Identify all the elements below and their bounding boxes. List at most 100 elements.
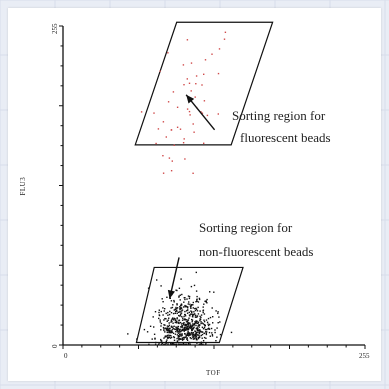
data-point-series-1: [162, 326, 165, 329]
data-point-series-1: [165, 318, 167, 320]
data-point-series-1: [170, 307, 172, 309]
data-point-series-1: [207, 323, 209, 325]
data-point-series-1: [197, 322, 199, 324]
data-point-series-1: [176, 331, 179, 333]
data-point-series-1: [188, 334, 191, 336]
data-point-series-1: [179, 299, 181, 301]
data-point-series-1: [188, 301, 190, 303]
data-point-series-1: [196, 322, 198, 325]
data-point-series-0: [192, 172, 194, 174]
data-point-series-1: [166, 327, 169, 329]
data-point-series-1: [166, 334, 168, 337]
data-point-series-1: [198, 329, 200, 331]
data-point-series-1: [192, 301, 194, 304]
data-point-series-1: [172, 317, 174, 319]
data-point-series-1: [209, 316, 212, 319]
data-point-series-1: [176, 340, 179, 342]
data-point-series-1: [175, 330, 177, 333]
data-point-series-0: [201, 84, 203, 86]
data-point-series-1: [171, 318, 173, 321]
data-point-series-1: [160, 329, 162, 331]
data-point-series-1: [210, 327, 213, 330]
data-point-series-1: [190, 328, 193, 331]
data-point-series-1: [168, 313, 171, 316]
data-point-series-1: [214, 329, 216, 331]
annotation-nonfluorescent-line2: non-fluorescent beads: [199, 244, 313, 259]
data-point-series-1: [173, 339, 176, 341]
data-point-series-1: [205, 331, 207, 333]
data-point-series-1: [194, 321, 196, 323]
data-point-series-1: [175, 306, 177, 309]
data-point-series-1: [178, 330, 180, 333]
data-point-series-1: [195, 337, 198, 339]
data-point-series-1: [195, 320, 197, 322]
data-point-series-1: [181, 328, 184, 330]
data-point-series-1: [181, 316, 183, 318]
data-point-series-1: [162, 301, 164, 303]
data-point-series-1: [188, 317, 190, 319]
data-point-series-1: [183, 326, 185, 329]
data-point-series-0: [176, 106, 179, 108]
data-point-series-1: [183, 327, 185, 329]
data-point-series-1: [183, 338, 185, 340]
data-point-series-1: [182, 317, 184, 319]
data-point-series-1: [190, 333, 192, 335]
data-point-series-1: [169, 334, 171, 337]
data-point-series-1: [196, 329, 199, 332]
data-point-series-1: [181, 310, 183, 312]
data-point-series-1: [192, 313, 195, 316]
data-point-series-1: [194, 337, 196, 339]
y-axis-label: FLU3: [19, 177, 27, 196]
data-point-series-1: [178, 314, 180, 317]
data-point-series-1: [189, 305, 192, 307]
data-point-series-1: [172, 312, 175, 315]
data-point-series-1: [190, 306, 192, 308]
data-point-series-1: [179, 328, 181, 330]
data-point-series-1: [211, 334, 214, 336]
data-point-series-1: [212, 322, 214, 324]
data-point-series-1: [193, 324, 195, 326]
data-point-series-1: [184, 304, 186, 307]
data-point-series-1: [217, 312, 219, 315]
data-point-series-1: [184, 318, 186, 320]
data-point-series-1: [188, 295, 191, 298]
data-point-series-1: [163, 329, 165, 332]
data-point-series-1: [195, 308, 198, 310]
data-point-series-1: [183, 301, 185, 303]
data-point-series-1: [206, 298, 208, 301]
data-point-series-1: [170, 319, 173, 322]
data-point-series-1: [176, 327, 179, 330]
data-point-series-1: [198, 326, 200, 328]
data-point-series-0: [190, 90, 192, 92]
data-point-series-1: [179, 308, 181, 311]
data-point-series-1: [180, 330, 182, 333]
data-point-series-1: [189, 327, 192, 329]
data-point-series-1: [186, 328, 188, 330]
data-point-series-1: [188, 323, 190, 325]
data-point-series-1: [158, 314, 160, 316]
data-point-series-1: [198, 331, 201, 334]
data-point-series-1: [166, 296, 168, 298]
data-point-series-1: [195, 327, 197, 330]
data-point-series-1: [171, 331, 174, 333]
data-point-series-1: [183, 315, 185, 318]
data-point-series-1: [197, 301, 200, 303]
data-point-series-1: [179, 314, 182, 316]
data-point-series-1: [199, 315, 201, 318]
data-point-series-1: [167, 325, 170, 328]
data-point-series-0: [168, 157, 171, 159]
data-point-series-1: [186, 326, 188, 328]
data-point-series-1: [196, 315, 199, 317]
data-point-series-1: [182, 306, 185, 308]
data-point-series-1: [195, 321, 197, 323]
data-point-series-1: [194, 313, 196, 315]
data-point-series-1: [185, 321, 188, 323]
figure-panel: FLU3 TOF 0 255 0 255 Sorting region for …: [8, 8, 381, 381]
data-point-series-0: [223, 38, 226, 40]
data-point-series-1: [201, 331, 203, 333]
data-point-series-0: [188, 110, 191, 113]
data-point-series-1: [196, 299, 198, 301]
data-point-series-1: [199, 319, 201, 322]
data-point-series-1: [185, 305, 187, 307]
data-point-series-1: [181, 326, 183, 328]
